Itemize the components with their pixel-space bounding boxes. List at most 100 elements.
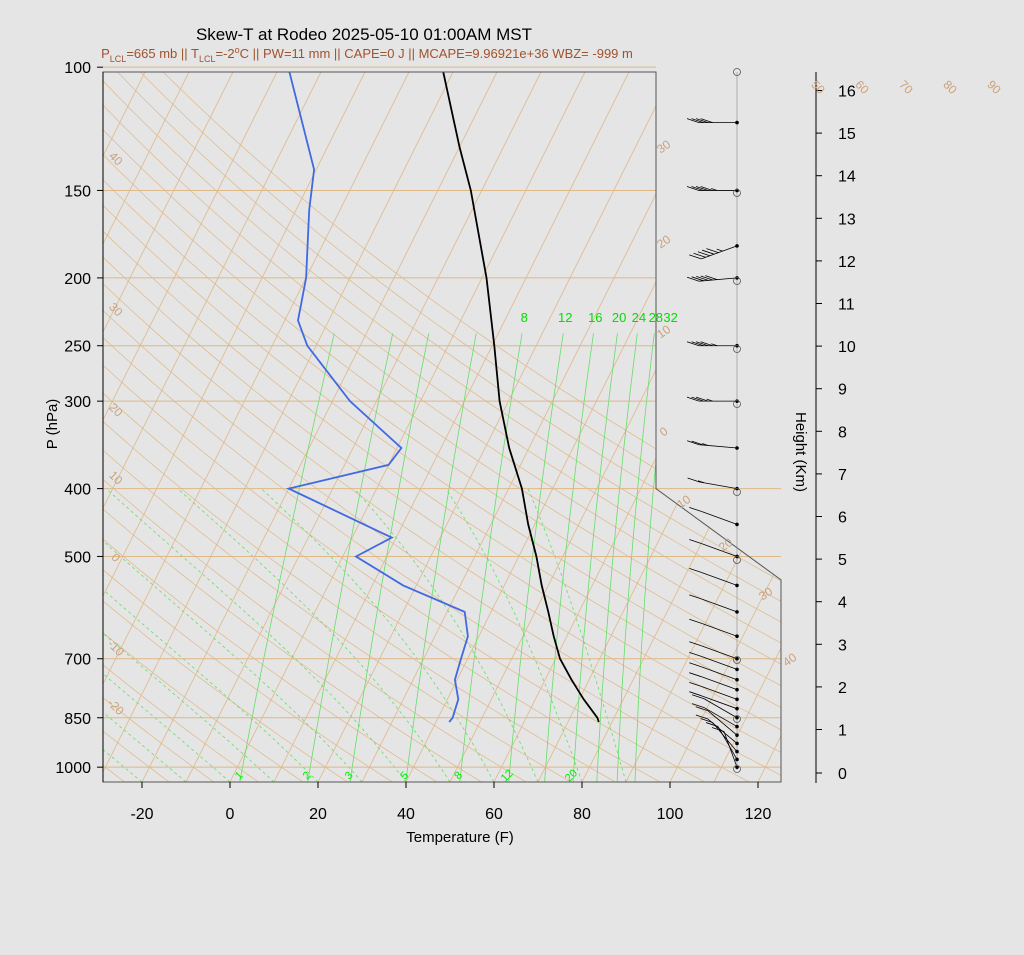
isotherm-line [0, 0, 49, 782]
height-tick-label: 1 [838, 723, 847, 740]
wind-barb-flag [705, 275, 718, 281]
mixing-ratio-label: 32 [663, 310, 677, 325]
wind-barb-staff [699, 277, 738, 282]
mixing-ratio-line [634, 333, 670, 782]
wind-barb-flag [695, 714, 709, 720]
wind-barb-flag [700, 275, 713, 281]
pressure-tick-label: 150 [64, 183, 91, 200]
pressure-tick-label: 1000 [55, 760, 91, 777]
isotherm-label: -10 [105, 637, 127, 659]
height-tick-label: 15 [838, 126, 856, 143]
pressure-tick-label: 250 [64, 339, 91, 356]
dry-adiabat-line [103, 72, 527, 782]
wind-barb-flag [700, 118, 713, 123]
dry-adiabat-line [103, 72, 571, 782]
wind-barb-staff [707, 718, 738, 744]
wind-barb-flag [689, 662, 702, 668]
wind-barb [689, 652, 738, 670]
dry-adiabat-line [103, 72, 781, 782]
mixing-ratio-line [459, 333, 523, 782]
isotherm-label: 20 [654, 232, 673, 251]
wind-barb-flag [695, 396, 709, 402]
wind-barb-flag [686, 396, 700, 402]
wind-barb-half-flag [706, 398, 713, 402]
isotherm-line [0, 0, 5, 782]
isotherm-label: 20 [106, 400, 126, 420]
mixing-ratio-line [349, 333, 430, 782]
moist-adiabat-line [105, 488, 407, 782]
wind-barb-flag [695, 706, 709, 712]
wind-barb-staff [701, 695, 738, 710]
mixing-ratio-label: 8 [452, 769, 465, 782]
wind-barb-flag [687, 276, 700, 282]
wind-barb [687, 440, 738, 449]
wind-barb-staff [701, 245, 738, 260]
wind-level-marker [733, 400, 741, 408]
wind-barb-flag [702, 249, 715, 255]
isotherm-label: 70 [896, 77, 916, 97]
temperature-tick-label: 120 [745, 806, 772, 823]
temperature-tick-label: 0 [226, 806, 235, 823]
wind-barb-staff [701, 656, 738, 670]
wind-barb-flag [689, 641, 702, 647]
wind-level-marker [733, 765, 741, 773]
wind-barb [689, 672, 738, 691]
dry-adiabat-line [0, 0, 35, 782]
wind-barb-flag [687, 440, 700, 446]
mixing-ratio-label: 20 [612, 310, 626, 325]
isotherm-label: 0 [657, 424, 671, 439]
wind-level-marker [733, 488, 741, 496]
wind-barb [689, 245, 738, 260]
wind-barb-half-flag [697, 480, 705, 484]
dry-adiabat-line [103, 72, 781, 782]
wind-barb-half-flag [702, 443, 709, 446]
dry-adiabat-line [103, 72, 781, 782]
isotherm-label: 90 [984, 77, 1004, 97]
height-tick-label: 5 [838, 552, 847, 569]
isotherm-line [405, 72, 781, 782]
height-tick-label: 8 [838, 424, 847, 441]
dry-adiabat-line [103, 72, 781, 782]
height-tick-label: 4 [838, 595, 847, 612]
dry-adiabat-line [103, 72, 781, 782]
pressure-tick-label: 200 [64, 271, 91, 288]
mixing-ratio-line [596, 333, 638, 782]
isotherm-line [103, 72, 182, 782]
isotherm-line [802, 0, 1024, 782]
wind-barb-staff [703, 698, 738, 719]
isotherm-label: 80 [940, 77, 960, 97]
dry-adiabat-line [103, 72, 616, 782]
isotherm-label: 10 [674, 492, 693, 511]
isotherm-line [229, 72, 622, 782]
temperature-tick-label: 60 [485, 806, 503, 823]
wind-barb-staff [723, 731, 738, 768]
wind-barb-flag [700, 341, 713, 347]
mixing-ratio-label: 8 [521, 310, 528, 325]
isotherm-line [669, 72, 781, 782]
wind-barb [695, 706, 738, 736]
height-tick-label: 16 [838, 84, 856, 101]
wind-barb [691, 694, 738, 719]
wind-barb [689, 681, 738, 700]
isotherm-line [449, 72, 781, 782]
wind-barb-staff [701, 622, 738, 637]
dry-adiabat-line [103, 72, 125, 782]
mixing-ratio-line [239, 333, 335, 782]
mixing-ratio-label: 12 [558, 310, 572, 325]
wind-barb [691, 703, 738, 727]
wind-barb [689, 641, 738, 660]
isotherm-line [103, 72, 270, 782]
moist-adiabat-line [445, 488, 583, 782]
x-axis-title: Temperature (F) [406, 829, 514, 846]
wind-level-marker [733, 345, 741, 353]
pressure-tick-label: 100 [64, 60, 91, 77]
dry-adiabat-line [103, 72, 438, 782]
moist-adiabat-line [103, 488, 231, 782]
wind-barb [686, 186, 737, 191]
pressure-tick-label: 500 [64, 549, 91, 566]
height-tick-label: 13 [838, 211, 856, 228]
dry-adiabat-line [103, 72, 348, 782]
wind-barb-staff [701, 676, 738, 691]
isotherm-line [934, 0, 1024, 782]
mixing-ratio-line [508, 333, 564, 782]
